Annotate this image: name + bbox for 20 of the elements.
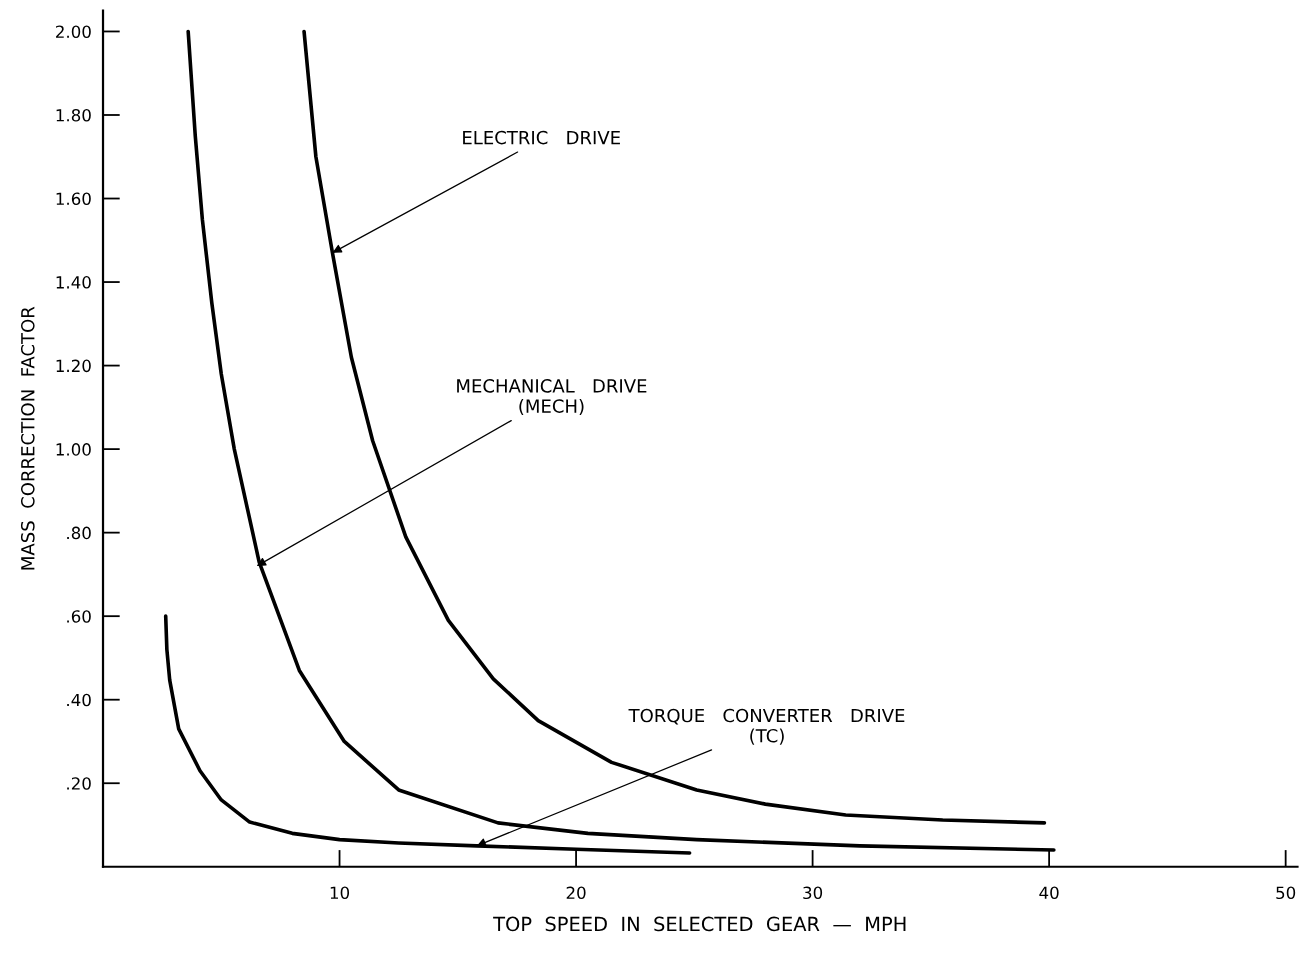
x-tick-label: 10 xyxy=(330,886,350,900)
y-tick-label: .80 xyxy=(67,526,91,540)
y-tick-label: .20 xyxy=(67,777,91,790)
x-axis-title: TOP SPEED IN SELECTED GEAR — MPH xyxy=(493,916,906,932)
x-tick-label: 20 xyxy=(566,886,586,900)
y-axis-title: MASS CORRECTION FACTOR xyxy=(20,306,35,570)
annotation: MECHANICAL DRIVE (MECH) xyxy=(457,379,647,416)
y-tick-label: .40 xyxy=(67,693,91,707)
x-tick-label: 40 xyxy=(1039,886,1059,900)
y-tick-label: 2.00 xyxy=(56,25,91,39)
y-tick-label: 1.00 xyxy=(56,443,91,456)
x-tick-label: 30 xyxy=(803,886,823,900)
y-tick-label: 1.60 xyxy=(56,192,91,206)
y-tick-label: 1.40 xyxy=(56,276,91,289)
y-tick-label: 1.20 xyxy=(56,359,91,373)
y-tick-label: 1.80 xyxy=(56,108,91,122)
annotation: ELECTRIC DRIVE xyxy=(463,130,620,145)
annotation: TORQUE CONVERTER DRIVE (TC) xyxy=(628,708,905,745)
y-tick-label: .60 xyxy=(67,610,91,623)
x-tick-label: 50 xyxy=(1276,886,1296,900)
